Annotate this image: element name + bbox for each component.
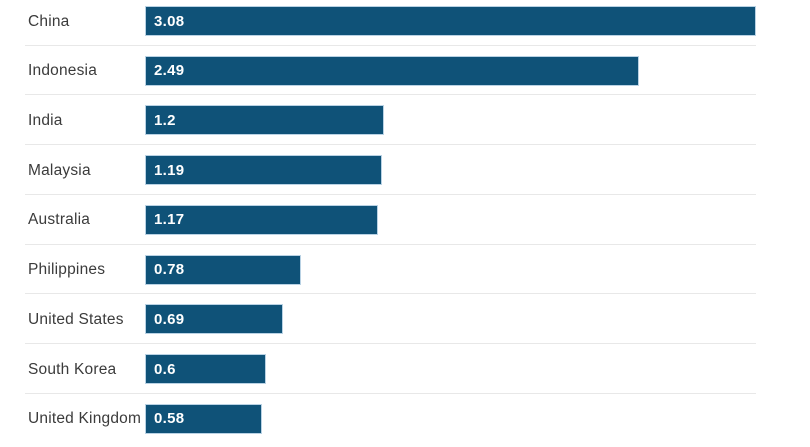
chart-row: South Korea 0.6 (0, 348, 810, 398)
bar: 3.08 (146, 7, 755, 35)
category-label: United Kingdom (28, 410, 142, 428)
value-label: 3.08 (154, 12, 185, 30)
category-label: Malaysia (28, 161, 91, 179)
row-separator (25, 243, 756, 245)
row-separator (25, 293, 756, 295)
bar: 2.49 (146, 56, 639, 85)
chart-row: Australia 1.17 (0, 199, 810, 249)
value-label: 1.19 (154, 161, 185, 179)
value-label: 0.69 (154, 310, 185, 328)
chart-row: Philippines 0.78 (0, 249, 810, 299)
bar: 0.6 (146, 355, 265, 384)
chart-row: United Kingdom 0.58 (0, 398, 810, 447)
value-label: 0.78 (154, 261, 185, 279)
value-label: 0.58 (154, 410, 185, 428)
chart-row: China 3.08 (0, 0, 810, 50)
bar: 0.58 (146, 404, 261, 433)
row-separator (25, 193, 756, 195)
bar: 0.78 (146, 255, 301, 284)
category-label: China (28, 12, 70, 30)
chart-row: Malaysia 1.19 (0, 149, 810, 199)
category-label: Philippines (28, 261, 106, 279)
value-label: 1.17 (154, 211, 185, 229)
bar: 1.17 (146, 205, 378, 234)
value-label: 1.2 (154, 111, 176, 129)
chart-row: India 1.2 (0, 99, 810, 149)
row-separator (25, 44, 756, 46)
bar: 1.19 (146, 156, 382, 185)
value-label: 2.49 (154, 62, 185, 80)
category-label: Australia (28, 211, 91, 229)
bar: 1.2 (146, 106, 384, 135)
category-label: India (28, 111, 63, 129)
category-label: Indonesia (28, 62, 98, 80)
row-separator (25, 343, 756, 344)
row-separator (25, 94, 756, 96)
category-label: United States (28, 310, 124, 328)
row-separator (25, 392, 756, 394)
category-label: South Korea (28, 360, 117, 378)
chart-row: United States 0.69 (0, 298, 810, 348)
bar: 0.69 (146, 305, 283, 334)
value-label: 0.6 (154, 360, 176, 378)
chart-row: Indonesia 2.49 (0, 50, 810, 100)
row-separator (25, 144, 756, 146)
